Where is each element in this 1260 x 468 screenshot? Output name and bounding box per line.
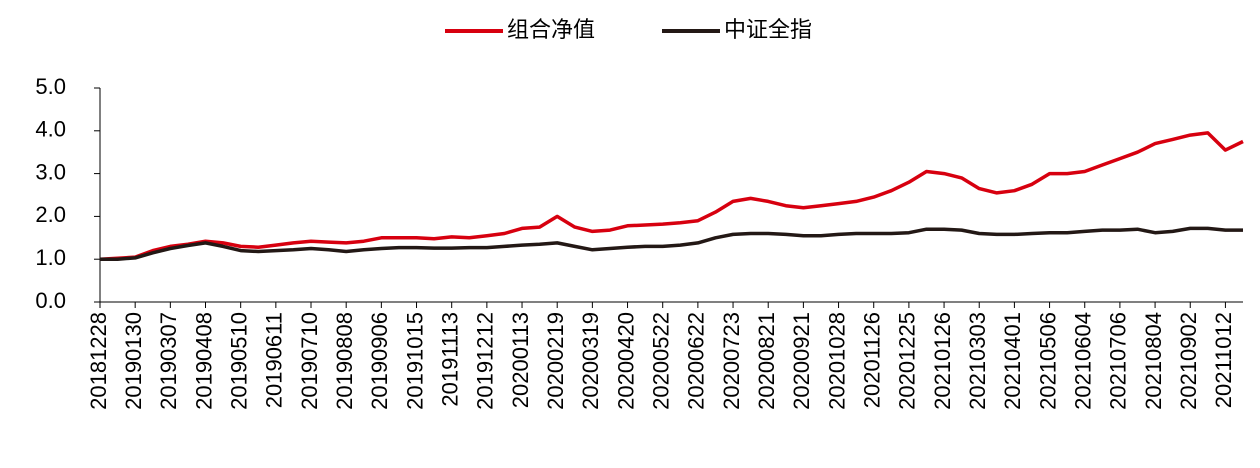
x-tick-label: 20190808 bbox=[332, 312, 357, 410]
x-tick-label: 20210506 bbox=[1035, 312, 1060, 410]
x-tick-label: 20211012 bbox=[1211, 312, 1236, 408]
x-tick-label: 20190130 bbox=[121, 312, 146, 410]
x-tick-label: 20200219 bbox=[543, 312, 568, 410]
y-tick-label: 2.0 bbox=[35, 202, 66, 227]
x-tick-label: 20200921 bbox=[789, 312, 814, 410]
legend-label: 组合净值 bbox=[507, 17, 595, 42]
x-tick-label: 20210401 bbox=[1000, 312, 1025, 410]
x-tick-label: 20200319 bbox=[578, 312, 603, 410]
x-tick-label: 20210902 bbox=[1176, 312, 1201, 410]
x-tick-label: 20191113 bbox=[438, 312, 463, 407]
y-tick-label: 5.0 bbox=[35, 74, 66, 99]
x-tick-label: 20190408 bbox=[191, 312, 216, 410]
legend-label: 中证全指 bbox=[724, 17, 812, 42]
x-tick-label: 20201028 bbox=[824, 312, 849, 410]
y-tick-label: 0.0 bbox=[35, 288, 66, 313]
series-line bbox=[99, 131, 1244, 261]
x-tick-label: 20210126 bbox=[930, 312, 955, 410]
x-tick-label: 20190710 bbox=[297, 312, 322, 410]
x-tick-label: 20210706 bbox=[1106, 312, 1131, 410]
y-tick-label: 3.0 bbox=[35, 159, 66, 184]
x-tick-label: 20190906 bbox=[367, 312, 392, 410]
x-tick-label: 20200522 bbox=[649, 312, 674, 410]
x-tick-label: 20190611 bbox=[262, 312, 287, 408]
y-tick-label: 4.0 bbox=[35, 117, 66, 142]
x-tick-label: 20191015 bbox=[402, 312, 427, 410]
x-tick-label: 20200821 bbox=[754, 312, 779, 410]
x-tick-label: 20191212 bbox=[473, 312, 498, 410]
x-tick-label: 20201126 bbox=[860, 312, 885, 408]
x-tick-label: 20200622 bbox=[684, 312, 709, 410]
x-tick-label: 20200113 bbox=[508, 312, 533, 408]
x-tick-label: 20210604 bbox=[1071, 312, 1096, 410]
x-tick-label: 20190510 bbox=[226, 312, 251, 410]
series-line bbox=[100, 226, 1243, 261]
x-tick-label: 20210804 bbox=[1141, 312, 1166, 410]
x-tick-label: 20200723 bbox=[719, 312, 744, 410]
x-tick-label: 20201225 bbox=[895, 312, 920, 410]
x-tick-label: 20200420 bbox=[613, 312, 638, 410]
x-tick-label: 20210303 bbox=[965, 312, 990, 410]
x-tick-label: 20190307 bbox=[156, 312, 181, 410]
y-tick-label: 1.0 bbox=[35, 245, 66, 270]
x-tick-label: 20181228 bbox=[86, 312, 111, 410]
